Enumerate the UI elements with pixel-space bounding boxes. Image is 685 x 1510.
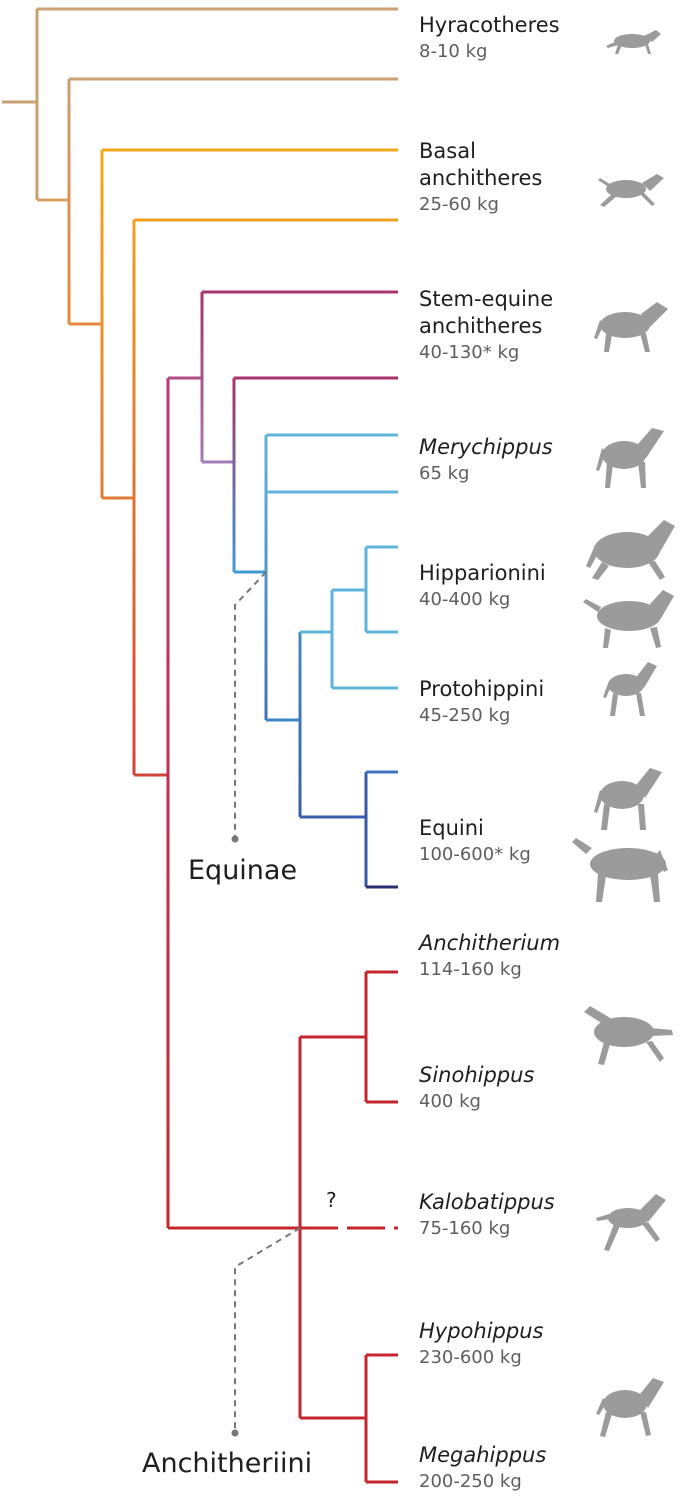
clade-label-equinae: Equinae: [188, 855, 298, 886]
basal-anchithere-silhouette: [598, 174, 664, 207]
taxon-anchitherium: Anchitherium 114-160 kg: [419, 930, 560, 983]
taxon-equini: Equini 100-600* kg: [419, 815, 531, 868]
taxon-basal-anchitheres: Basal anchitheres 25-60 kg: [419, 138, 542, 218]
body-mass: 40-130* kg: [419, 342, 520, 363]
taxon-hyracotheres: Hyracotheres 8-10 kg: [419, 12, 560, 65]
taxon-name: Equini: [419, 816, 484, 840]
taxon-name-line-2: anchitheres: [419, 314, 543, 338]
body-mass: 100-600* kg: [419, 844, 531, 865]
body-mass: 40-400 kg: [419, 589, 511, 610]
body-mass: 65 kg: [419, 463, 470, 484]
taxon-protohippini: Protohippini 45-250 kg: [419, 676, 544, 729]
taxon-name: Kalobatippus: [419, 1190, 555, 1214]
protohippini-silhouette: [603, 662, 657, 716]
body-mass: 8-10 kg: [419, 41, 488, 62]
taxon-name: Hipparionini: [419, 561, 546, 585]
taxon-name: Megahippus: [419, 1443, 547, 1467]
anchitheriini-pointer-dot: [231, 1429, 239, 1437]
body-mass: 200-250 kg: [419, 1471, 522, 1492]
taxon-name: Merychippus: [419, 435, 553, 459]
taxon-hypohippus: Hypohippus 230-600 kg: [419, 1318, 543, 1371]
equinae-pointer-dot: [231, 835, 239, 843]
body-mass: 400 kg: [419, 1091, 481, 1112]
taxon-name: Hypohippus: [419, 1319, 544, 1343]
taxon-kalobatippus: Kalobatippus 75-160 kg: [419, 1189, 555, 1242]
taxon-name: Stem-equine: [419, 287, 554, 311]
taxon-merychippus: Merychippus 65 kg: [419, 434, 553, 487]
taxon-hipparionini: Hipparionini 40-400 kg: [419, 560, 546, 613]
anchitherium-silhouette: [584, 1006, 673, 1065]
body-mass: 25-60 kg: [419, 194, 499, 215]
hypohippus-silhouette: [596, 1378, 664, 1437]
taxon-name-line-2: anchitheres: [419, 166, 543, 190]
body-mass: 230-600 kg: [419, 1347, 522, 1368]
stem-equine-silhouette: [594, 302, 668, 352]
hipparionini-silhouette-2: [583, 590, 674, 648]
body-mass: 75-160 kg: [419, 1218, 511, 1239]
hyracothere-silhouette: [606, 30, 661, 54]
merychippus-silhouette: [596, 428, 664, 488]
equini-silhouette-2: [572, 838, 668, 902]
taxon-stem-equine-anchitheres: Stem-equine anchitheres 40-130* kg: [419, 286, 553, 366]
body-mass: 114-160 kg: [419, 959, 522, 980]
equini-silhouette-1: [594, 768, 662, 830]
uncertain-placement-mark: ?: [326, 1188, 337, 1212]
taxon-name: Basal: [419, 139, 476, 163]
taxon-sinohippus: Sinohippus 400 kg: [419, 1062, 534, 1115]
body-mass: 45-250 kg: [419, 705, 511, 726]
clade-label-anchitheriini: Anchitheriini: [142, 1448, 313, 1479]
equinae-pointer-line: [234, 571, 267, 836]
taxon-name: Hyracotheres: [419, 13, 560, 37]
taxon-megahippus: Megahippus 200-250 kg: [419, 1442, 546, 1495]
taxon-name: Anchitherium: [419, 931, 561, 955]
taxon-name: Protohippini: [419, 677, 545, 701]
anchitheriini-pointer-line: [234, 1227, 301, 1430]
kalobatippus-silhouette: [596, 1194, 666, 1251]
hipparionini-silhouette-1: [586, 520, 675, 580]
taxon-name: Sinohippus: [419, 1063, 535, 1087]
